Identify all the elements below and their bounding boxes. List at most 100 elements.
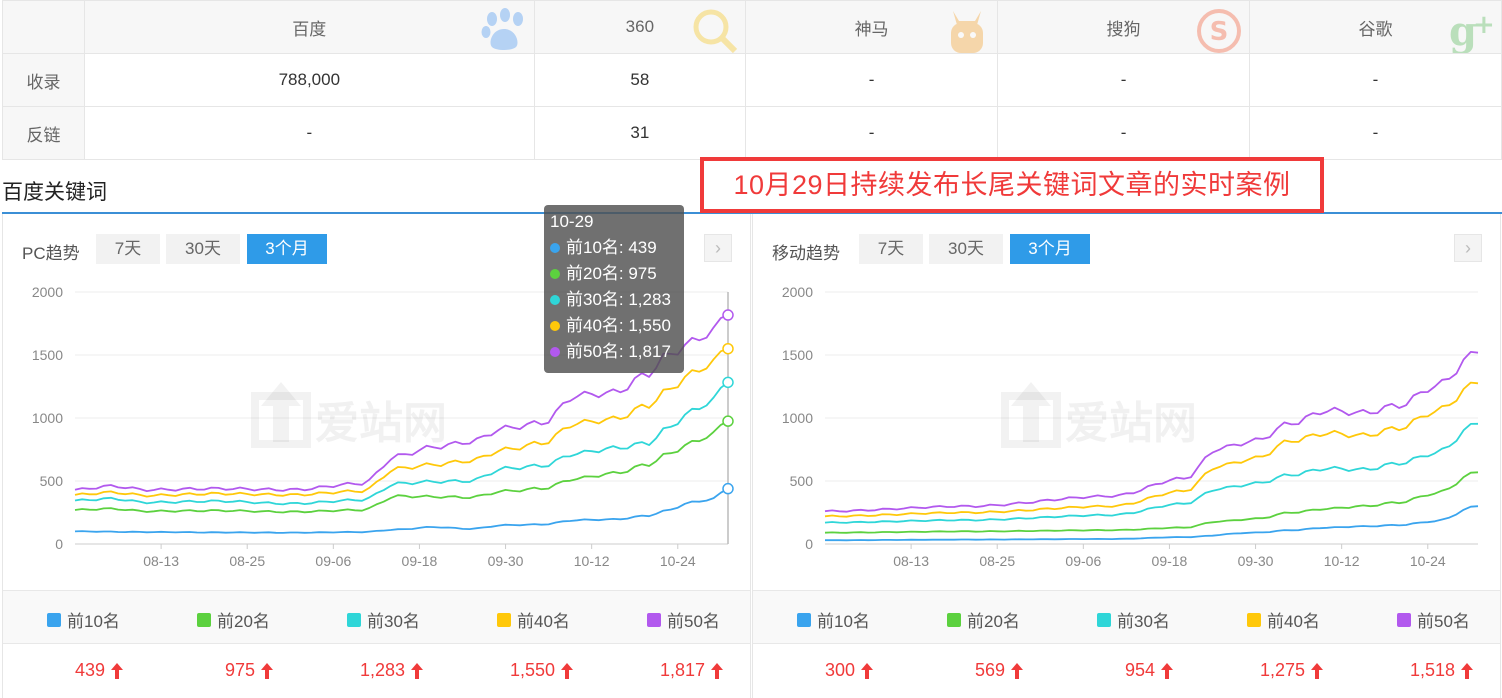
legend-item[interactable]: 前50名: [647, 607, 720, 632]
legend-item[interactable]: 前30名: [347, 607, 420, 632]
legend-row: 前10名 前20名 前30名 前40名 前50名: [3, 590, 750, 644]
legend-swatch: [1247, 612, 1261, 627]
rank-count-text: 1,550: [509, 660, 555, 680]
range-30d-button[interactable]: 30天: [166, 234, 240, 264]
rank-count-text: 1,518: [1409, 660, 1455, 680]
y-tick-label: 0: [55, 536, 63, 552]
dot-icon: [550, 347, 560, 357]
legend-label: 前20名: [967, 612, 1020, 631]
index-value-sogou: -: [997, 53, 1251, 107]
rank-count-text: 954: [1124, 660, 1155, 680]
x-tick-label: 10-24: [1410, 553, 1446, 569]
legend-item[interactable]: 前10名: [797, 607, 870, 632]
legend-item[interactable]: 前30名: [1097, 607, 1170, 632]
engine-row-backlinks: 反链 - 31 - - -: [2, 106, 1502, 160]
arrow-up-icon: [561, 662, 573, 679]
x-tick-label: 09-18: [402, 553, 438, 569]
index-value-baidu: 788,000: [84, 53, 535, 107]
arrow-up-icon: [861, 662, 873, 679]
engine-header-360: 360: [533, 0, 747, 54]
tooltip-line: 前50名: 1,817: [550, 339, 678, 365]
x-tick-label: 08-13: [143, 553, 179, 569]
x-tick-label: 09-06: [315, 553, 351, 569]
legend-swatch: [647, 612, 661, 627]
watermark-text: 爱站网: [1065, 398, 1197, 449]
x-tick-label: 08-13: [893, 553, 929, 569]
values-row: 439 975 1,283 1,550 1,817: [3, 644, 750, 698]
watermark: 爱站网: [251, 382, 447, 449]
series-line: [824, 381, 1479, 518]
range-30d-button[interactable]: 30天: [929, 234, 1003, 264]
chevron-right-icon[interactable]: ›: [1454, 234, 1482, 262]
backlink-value-google: -: [1249, 106, 1502, 160]
legend-item[interactable]: 前40名: [1247, 607, 1320, 632]
engine-name: 神马: [854, 19, 889, 39]
series-line: [824, 351, 1479, 513]
chevron-right-icon[interactable]: ›: [704, 234, 732, 262]
engine-name: 搜狗: [1106, 19, 1141, 39]
legend-label: 前50名: [667, 612, 720, 631]
series-line: [824, 422, 1479, 524]
engine-header-sogou: 搜狗 S: [997, 0, 1251, 54]
engine-header-google: 谷歌 g +: [1249, 0, 1502, 54]
panel-title: PC趋势: [22, 244, 80, 263]
rank-count-text: 1,817: [659, 660, 705, 680]
pc-trend-panel: PC趋势 7天 30天 3个月 › 0 500 1000 1500 2000 08-13 0…: [2, 214, 751, 698]
legend-label: 前10名: [817, 612, 870, 631]
y-tick-label: 0: [805, 536, 813, 552]
engine-name: 谷歌: [1358, 19, 1393, 39]
x-tick-label: 09-30: [488, 553, 524, 569]
y-tick-label: 2000: [32, 284, 63, 300]
y-tick-label: 500: [790, 473, 814, 489]
y-tick-label: 2000: [782, 284, 813, 300]
legend-item[interactable]: 前20名: [947, 607, 1020, 632]
series-line: [74, 487, 729, 534]
x-tick-label: 09-18: [1152, 553, 1188, 569]
arrow-up-icon: [261, 662, 273, 679]
panel-header: 移动趋势 7天 30天 3个月 ›: [753, 234, 1500, 264]
hover-point: [722, 309, 734, 321]
dot-icon: [550, 295, 560, 305]
legend-label: 前10名: [67, 612, 120, 631]
series-line: [74, 381, 729, 506]
tooltip-line: 前40名: 1,550: [550, 313, 678, 339]
range-3m-button[interactable]: 3个月: [247, 234, 327, 264]
arrow-up-icon: [1461, 662, 1473, 679]
range-3m-button[interactable]: 3个月: [1010, 234, 1090, 264]
tooltip-line: 前30名: 1,283: [550, 287, 678, 313]
legend-item[interactable]: 前50名: [1397, 607, 1470, 632]
range-7d-button[interactable]: 7天: [859, 234, 923, 264]
legend-item[interactable]: 前20名: [197, 607, 270, 632]
dot-icon: [550, 321, 560, 331]
legend-item[interactable]: 前40名: [497, 607, 570, 632]
x-tick-label: 08-25: [979, 553, 1015, 569]
range-7d-button[interactable]: 7天: [96, 234, 160, 264]
google-plus-icon: g +: [1449, 8, 1495, 53]
y-tick-label: 500: [40, 473, 64, 489]
rank-count-text: 569: [974, 660, 1005, 680]
arrow-up-icon: [1311, 662, 1323, 679]
panel-header: PC趋势 7天 30天 3个月 ›: [3, 234, 750, 264]
engine-header-shenma: 神马: [745, 0, 999, 54]
hover-point: [722, 482, 734, 495]
engine-name: 百度: [292, 19, 327, 39]
watermark-text: 爱站网: [315, 398, 447, 449]
tooltip-text: 前30名: 1,283: [566, 290, 671, 309]
legend-item[interactable]: 前10名: [47, 607, 120, 632]
hover-point: [722, 415, 734, 427]
rank-count-text: 1,275: [1259, 660, 1305, 680]
rank-count-value: 1,550: [510, 660, 573, 681]
x-tick-label: 08-25: [229, 553, 265, 569]
rank-count-value: 300: [825, 660, 873, 681]
legend-label: 前30名: [1117, 612, 1170, 631]
rank-count-value: 1,518: [1410, 660, 1473, 681]
tooltip-line: 前20名: 975: [550, 261, 678, 287]
series-line: [824, 471, 1479, 534]
section-title: 百度关键词: [2, 181, 107, 204]
svg-text:+: +: [1473, 10, 1495, 40]
sogou-s-icon: S: [1197, 9, 1242, 53]
legend-swatch: [1397, 612, 1411, 627]
backlink-value-sogou: -: [997, 106, 1251, 160]
y-tick-label: 1000: [32, 410, 63, 426]
tooltip-text: 前10名: 439: [566, 238, 657, 257]
